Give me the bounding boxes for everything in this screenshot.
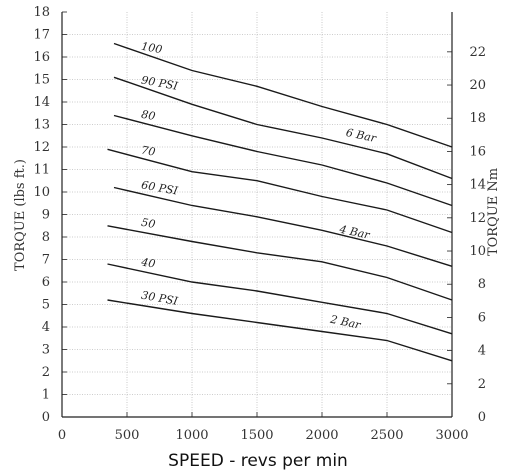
series-label: 80 [140, 108, 156, 123]
y-tick-label-right: 6 [478, 310, 486, 325]
y-tick-label-left: 15 [33, 73, 50, 88]
y-tick-label-right: 0 [478, 410, 486, 425]
y-tick-label-right: 10 [469, 244, 486, 259]
y-tick-label-left: 17 [33, 28, 50, 43]
y-axis-title-right: TORQUE Nm [486, 168, 501, 256]
y-tick-label-left: 5 [42, 298, 50, 313]
series-label: 40 [139, 255, 156, 270]
series-label: 50 [140, 216, 156, 231]
y-tick-label-left: 1 [42, 388, 50, 403]
y-tick-label-left: 12 [33, 140, 50, 155]
x-tick-label: 500 [115, 428, 140, 443]
torque-curves [107, 42, 453, 362]
y-tick-label-right: 12 [469, 211, 486, 226]
y-tick-label-right: 16 [469, 144, 486, 159]
series-label: 60 PSI [140, 178, 179, 197]
y-tick-label-left: 3 [42, 343, 50, 358]
torque-curve [107, 263, 453, 335]
y-tick-label-left: 4 [42, 320, 50, 335]
series-labels: 100 90 PSI 80 70 60 PSI 50 40 30 PSI 6 Bar 4 Bar 2… [139, 40, 378, 332]
axes [61, 11, 453, 418]
x-tick-label: 3000 [435, 428, 468, 443]
y-tick-label-left: 18 [33, 5, 50, 20]
torque-curve [113, 114, 453, 207]
y-tick-label-right: 20 [469, 78, 486, 93]
y-tick-label-left: 2 [42, 365, 50, 380]
x-tick-label: 1000 [175, 428, 208, 443]
x-tick-label: 1500 [240, 428, 273, 443]
y-tick-label-right: 8 [478, 277, 486, 292]
x-tick-label: 2500 [370, 428, 403, 443]
y-tick-label-right: 22 [469, 45, 486, 60]
y-tick-label-left: 10 [33, 185, 50, 200]
torque-curve [113, 76, 453, 180]
y-tick-label-left: 14 [33, 95, 50, 110]
y-tick-label-left: 0 [42, 410, 50, 425]
y-tick-label-left: 9 [42, 208, 50, 223]
x-tick-label: 2000 [305, 428, 338, 443]
torque-curve [113, 186, 453, 267]
y-tick-label-right: 2 [478, 377, 486, 392]
y-tick-label-right: 4 [478, 344, 486, 359]
pressure-annotation: 2 Bar [328, 313, 362, 332]
y-tick-label-left: 16 [33, 50, 50, 65]
series-label: 30 PSI [140, 289, 179, 308]
grid [62, 12, 452, 417]
series-label: 90 PSI [140, 74, 179, 93]
y-tick-label-left: 11 [33, 163, 50, 178]
torque-curve [107, 225, 453, 301]
series-label: 70 [140, 144, 156, 159]
y-tick-label-left: 7 [42, 253, 50, 268]
torque-curve [107, 148, 453, 234]
y-axis-title-left: TORQUE (lbs ft.) [13, 159, 28, 271]
torque-curve [113, 42, 453, 148]
y-tick-label-right: 18 [469, 111, 486, 126]
y-tick-label-right: 14 [469, 178, 486, 193]
pressure-annotation: 4 Bar [337, 223, 371, 242]
pressure-annotation: 6 Bar [345, 126, 378, 145]
y-tick-label-left: 13 [33, 118, 50, 133]
x-tick-label: 0 [58, 428, 66, 443]
y-tick-label-left: 8 [42, 230, 50, 245]
torque-curve [107, 299, 453, 362]
series-label: 100 [140, 40, 163, 56]
y-tick-label-left: 6 [42, 275, 50, 290]
x-axis-title: SPEED - revs per min [168, 451, 348, 471]
